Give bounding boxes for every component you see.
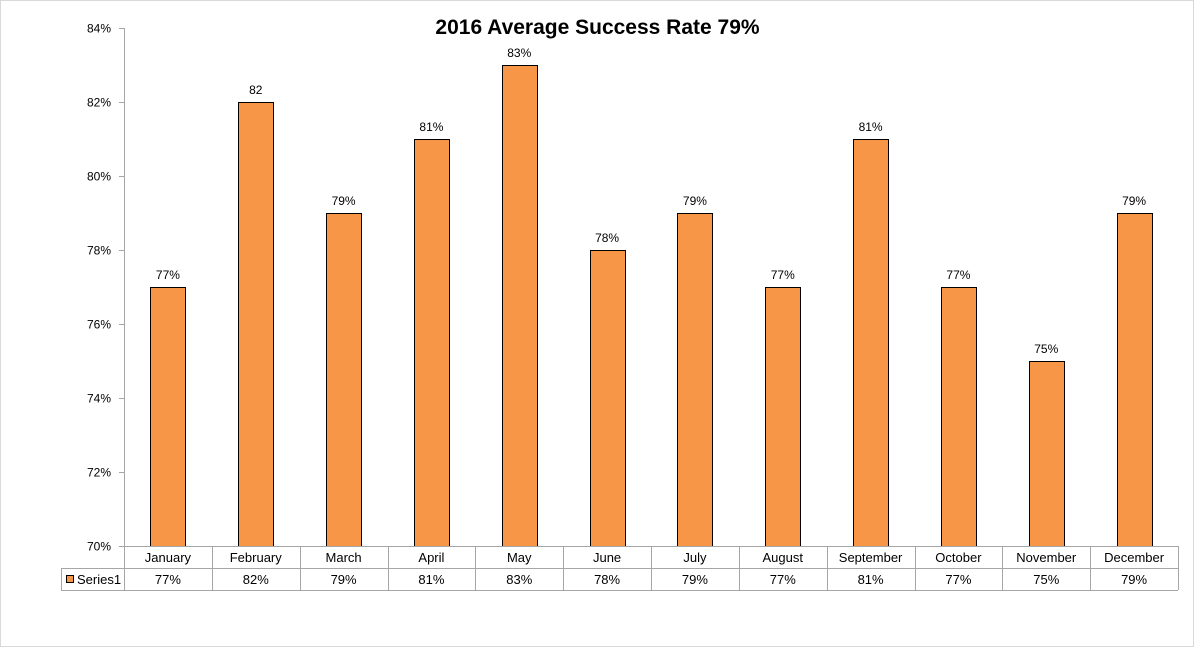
- table-value: 81%: [418, 572, 444, 587]
- y-tick-label: 74%: [87, 392, 111, 406]
- table-value: 78%: [594, 572, 620, 587]
- chart-title: 2016 Average Success Rate 79%: [435, 16, 760, 39]
- y-tick-label: 70%: [87, 540, 111, 554]
- x-category-label: May: [507, 550, 532, 565]
- y-tick-label: 72%: [87, 466, 111, 480]
- data-label: 79%: [1122, 194, 1146, 208]
- y-tick-label: 78%: [87, 244, 111, 258]
- bar-june: [590, 250, 626, 547]
- bar-august: [765, 287, 801, 547]
- table-value: 75%: [1033, 572, 1059, 587]
- table-value: 81%: [858, 572, 884, 587]
- data-label: 77%: [946, 268, 970, 282]
- table-value: 79%: [1121, 572, 1147, 587]
- bars: [150, 65, 1153, 547]
- table-value: 83%: [506, 572, 532, 587]
- bar-july: [677, 213, 713, 547]
- table-value: 82%: [243, 572, 269, 587]
- legend-label: Series1: [77, 572, 121, 587]
- data-label: 81%: [859, 120, 883, 134]
- data-table: January 77% February 82% March 79% April 81% May…: [61, 546, 1179, 591]
- y-tick-label: 84%: [87, 22, 111, 36]
- y-tick-label: 76%: [87, 318, 111, 332]
- table-value: 77%: [155, 572, 181, 587]
- x-category-label: December: [1104, 550, 1165, 565]
- data-label: 77%: [771, 268, 795, 282]
- x-category-label: March: [326, 550, 362, 565]
- legend-key: [66, 575, 74, 583]
- bar-may: [502, 65, 538, 547]
- bar-april: [414, 139, 450, 547]
- data-label: 82: [249, 83, 263, 97]
- table-value: 79%: [682, 572, 708, 587]
- x-category-label: June: [593, 550, 621, 565]
- bar-december: [1117, 213, 1153, 547]
- x-category-label: July: [683, 550, 707, 565]
- bar-march: [326, 213, 362, 547]
- data-label: 79%: [683, 194, 707, 208]
- data-label: 83%: [507, 46, 531, 60]
- data-labels: 77% 82 79% 81% 83% 78% 79% 77% 81% 77% 75% 79%: [156, 46, 1147, 356]
- y-tick-label: 82%: [87, 96, 111, 110]
- x-category-label: November: [1016, 550, 1077, 565]
- x-category-label: September: [839, 550, 903, 565]
- bar-january: [150, 287, 186, 547]
- y-tick-label: 80%: [87, 170, 111, 184]
- x-category-label: February: [230, 550, 283, 565]
- y-axis: 70% 72% 74% 76% 78% 80% 82% 84%: [87, 22, 125, 554]
- bar-october: [941, 287, 977, 547]
- data-label: 77%: [156, 268, 180, 282]
- x-category-label: January: [145, 550, 192, 565]
- data-label: 78%: [595, 231, 619, 245]
- x-category-label: August: [763, 550, 804, 565]
- data-label: 79%: [332, 194, 356, 208]
- x-category-label: October: [935, 550, 982, 565]
- table-value: 77%: [770, 572, 796, 587]
- data-label: 81%: [419, 120, 443, 134]
- bar-november: [1029, 361, 1065, 547]
- data-label: 75%: [1034, 342, 1058, 356]
- bar-september: [853, 139, 889, 547]
- bar-february: [238, 102, 274, 547]
- table-value: 77%: [945, 572, 971, 587]
- table-value: 79%: [331, 572, 357, 587]
- x-category-label: April: [418, 550, 444, 565]
